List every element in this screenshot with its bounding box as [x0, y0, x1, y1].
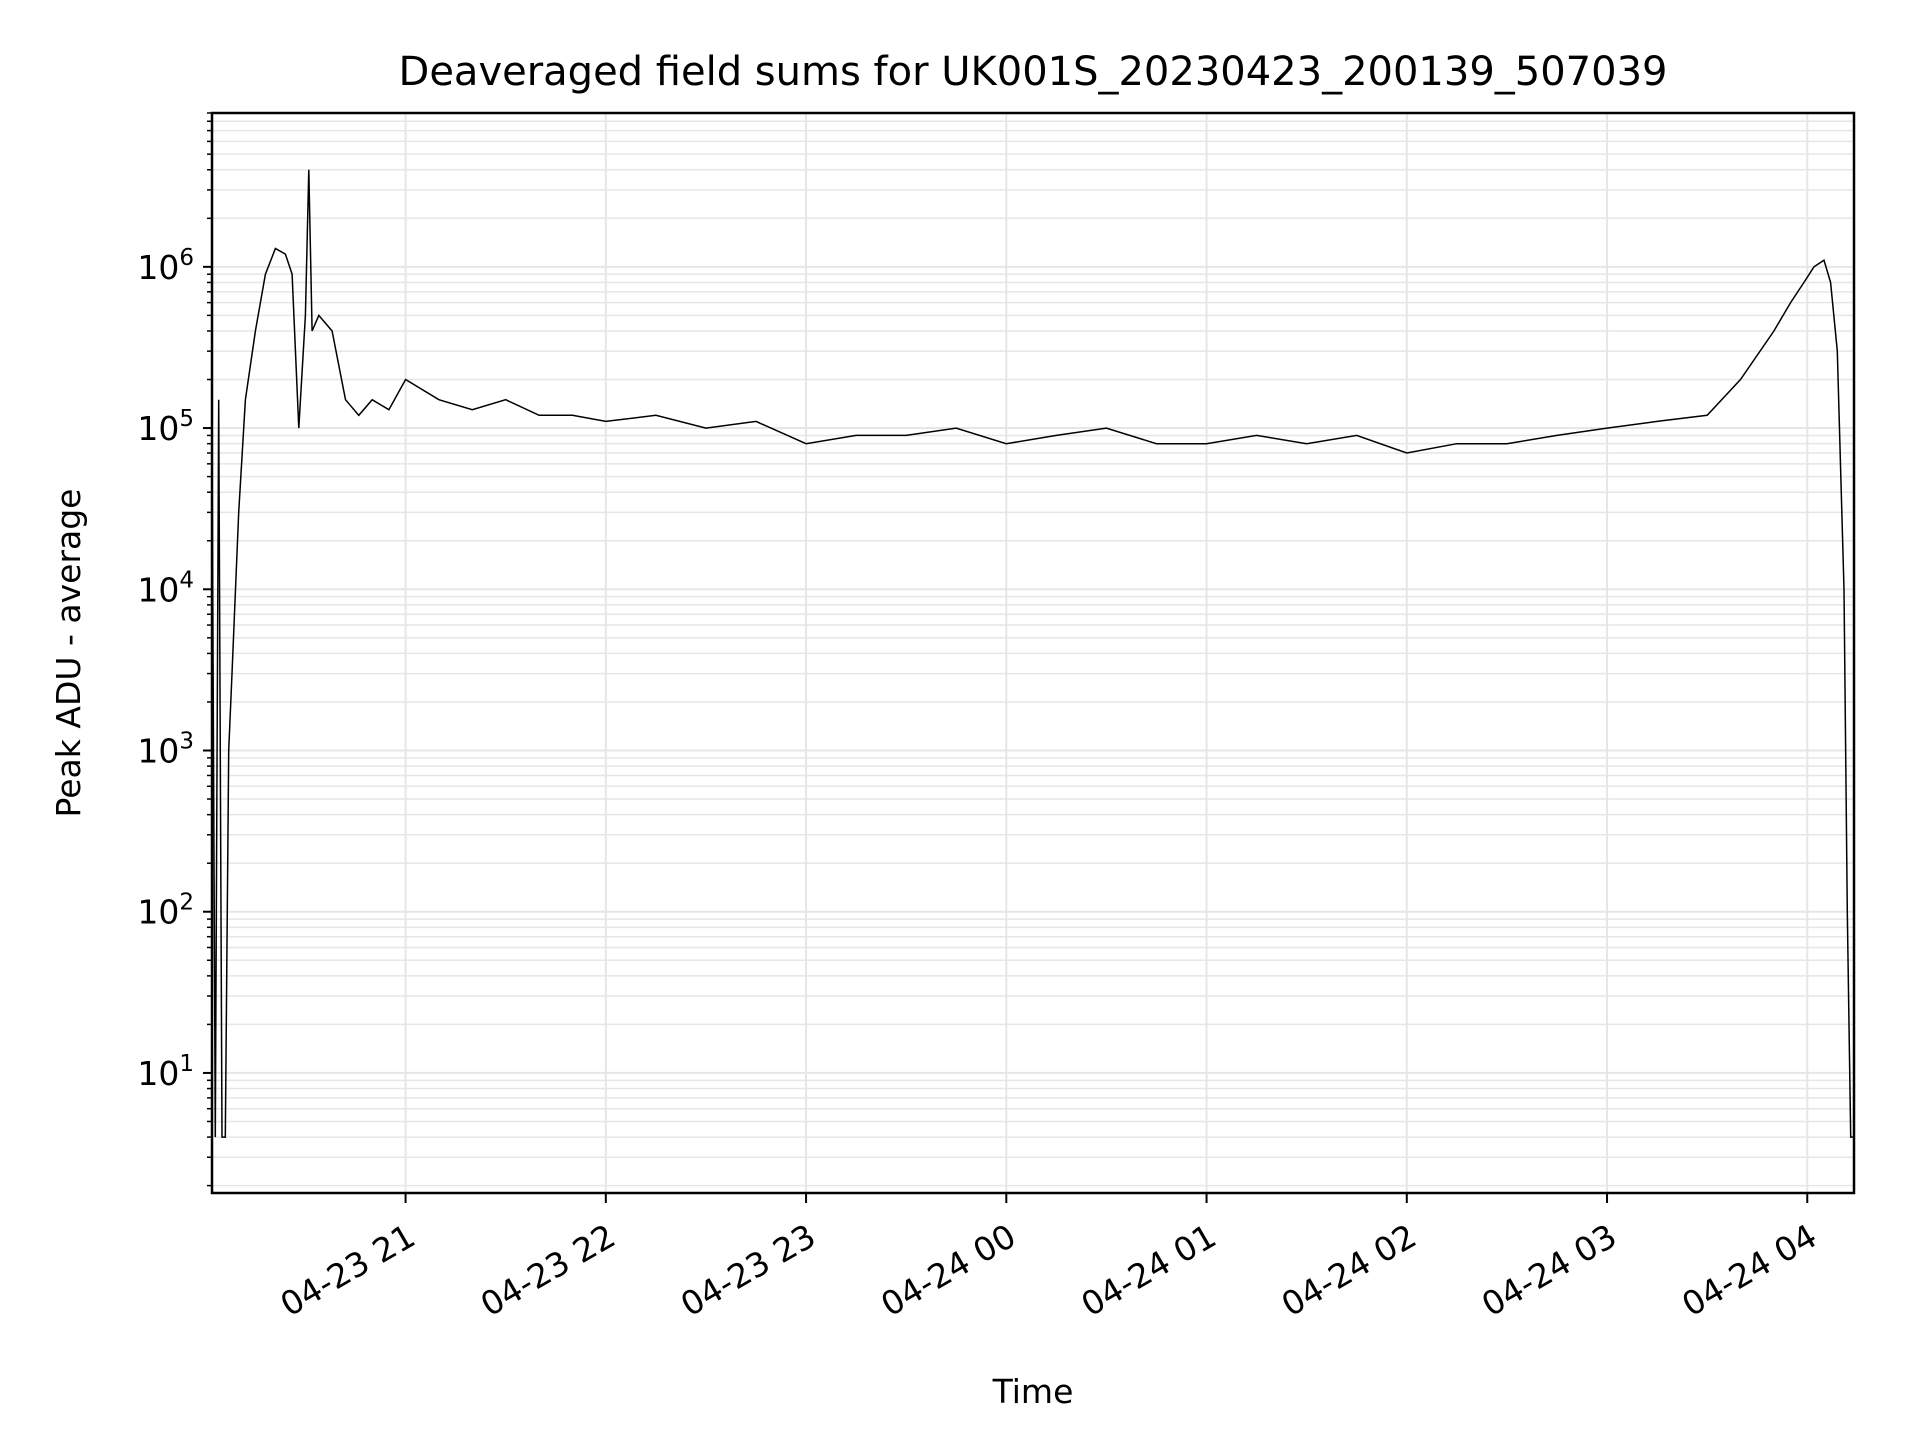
- series-layer: [211, 169, 1854, 1138]
- y-tick-label: 106: [137, 245, 194, 287]
- y-tick-label: 101: [137, 1051, 194, 1093]
- y-tick-labels: 101 102 103 104 105 106: [137, 245, 194, 1093]
- y-tick-label: 105: [137, 406, 194, 448]
- x-axis-label: Time: [992, 1372, 1074, 1411]
- y-tick-label: 103: [137, 728, 194, 770]
- grid-lines: [212, 112, 1854, 1193]
- tick-marks: [203, 112, 1809, 1203]
- y-tick-label: 102: [137, 890, 194, 932]
- y-tick-label: 104: [137, 567, 194, 609]
- series-line: [211, 169, 1854, 1138]
- y-axis-label: Peak ADU - average: [49, 489, 88, 818]
- chart-title: Deaveraged field sums for UK001S_2023042…: [399, 49, 1668, 95]
